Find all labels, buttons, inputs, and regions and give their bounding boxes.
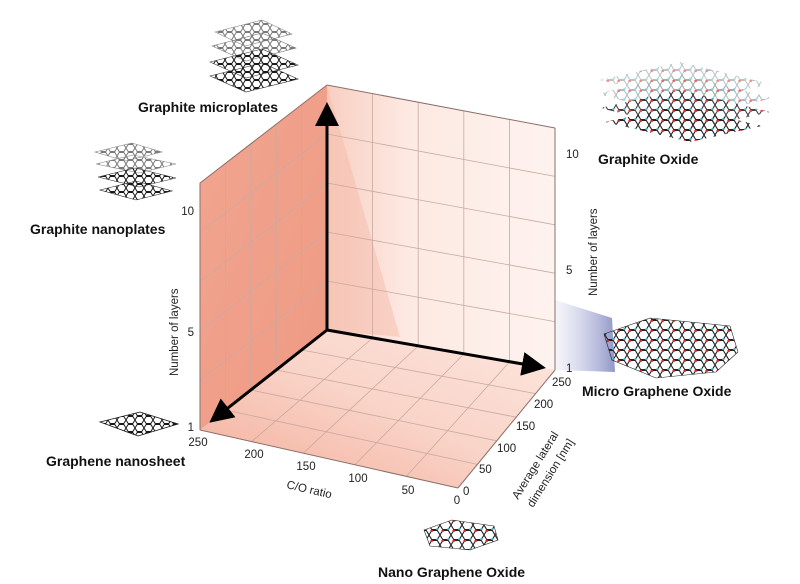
graphene-nanosheet-icon: [98, 411, 180, 437]
right-tick-1: 1: [566, 363, 572, 375]
co-ratio-ticks: 250 200 150 100 50 0: [188, 437, 460, 507]
floor-gridline: [406, 361, 510, 477]
back-wall-gridline: [326, 280, 556, 322]
lat-tick-100: 100: [497, 443, 516, 455]
label-micro-graphene-oxide: Micro Graphene Oxide: [582, 383, 732, 399]
back-wall-gridline: [326, 182, 556, 226]
left-wall-gridline: [199, 280, 328, 381]
left-tick-5: 5: [188, 327, 194, 339]
projection-glow: [555, 300, 615, 372]
co-tick-50: 50: [402, 485, 415, 497]
co-tick-0: 0: [454, 495, 460, 507]
floor-plane: [200, 330, 555, 488]
right-layers-title: Number of layers: [588, 208, 600, 296]
left-tick-10: 10: [181, 206, 194, 218]
graphite-microplates-icon: [209, 19, 299, 93]
floor-gridline: [225, 409, 478, 465]
left-layers-ticks: 10 5 1: [181, 206, 194, 434]
label-graphite-nanoplates: Graphite nanoplates: [30, 221, 166, 237]
label-graphite-microplates: Graphite microplates: [138, 99, 278, 115]
floor-gridline: [301, 349, 536, 394]
frame-edges: [199, 84, 556, 489]
nano-graphene-oxide-icon: [423, 519, 499, 551]
left-layers-title: Number of layers: [169, 288, 181, 376]
lateral-ticks: 250 200 150 100 50 0: [463, 377, 571, 498]
right-layers-ticks: 10 5 1: [566, 149, 579, 375]
right-tick-5: 5: [566, 265, 572, 277]
back-wall-gridline: [326, 231, 556, 274]
co-tick-200: 200: [244, 449, 263, 461]
lat-tick-200: 200: [534, 399, 553, 411]
left-tick-1: 1: [188, 422, 194, 434]
label-graphene-nanosheet: Graphene nanosheet: [46, 453, 186, 469]
axis-arrow-down-left: [209, 328, 328, 423]
left-wall-gridline: [199, 231, 328, 332]
label-nano-graphene-oxide: Nano Graphene Oxide: [378, 564, 525, 580]
co-tick-100: 100: [348, 473, 367, 485]
micro-graphene-oxide-icon: [603, 317, 739, 379]
back-wall-gridline: [326, 133, 556, 177]
lat-tick-50: 50: [479, 464, 492, 476]
co-ratio-title: C/O ratio: [285, 479, 333, 501]
right-tick-10: 10: [566, 149, 579, 161]
axis-arrow-right: [326, 328, 546, 376]
graphite-nanoplates-icon: [93, 142, 177, 201]
floor-gridline: [250, 389, 497, 442]
lat-tick-250: 250: [552, 377, 571, 389]
floor-gridline: [302, 345, 419, 454]
floor-gridline: [251, 337, 373, 442]
floor-gridline: [354, 353, 465, 466]
floor-gridline: [276, 369, 517, 418]
back-wall: [327, 85, 555, 370]
lat-tick-0: 0: [463, 486, 469, 498]
back-wall-shade: [327, 85, 400, 337]
graphite-oxide-icon: [598, 62, 772, 142]
left-wall-gridline: [199, 182, 328, 283]
lat-tick-150: 150: [516, 421, 535, 433]
co-tick-150: 150: [296, 461, 315, 473]
left-wall-gridline: [199, 133, 328, 233]
co-tick-250: 250: [188, 437, 207, 449]
grid-lines: [199, 93, 556, 477]
label-graphite-oxide: Graphite Oxide: [598, 151, 699, 167]
left-wall: [200, 85, 327, 430]
